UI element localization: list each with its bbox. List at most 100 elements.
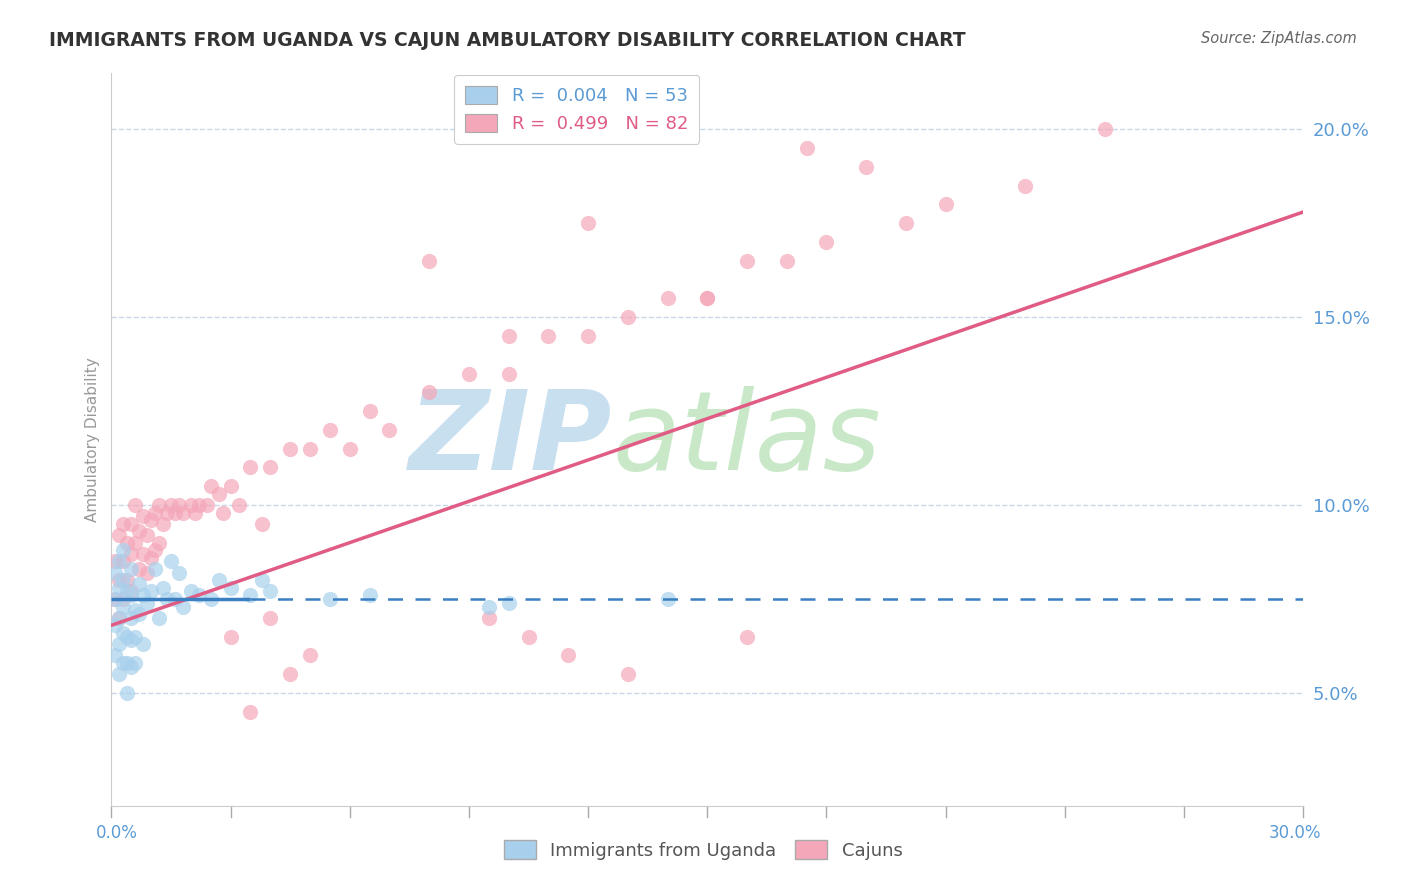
Point [239,460,262,475]
Point [478,611,501,625]
Point [935,197,957,211]
Point [128,562,150,576]
Point [117,584,139,599]
Point [124,656,146,670]
Point [148,498,170,512]
Point [478,599,501,614]
Point [139,513,162,527]
Point [112,599,135,614]
Point [735,253,758,268]
Text: IMMIGRANTS FROM UGANDA VS CAJUN AMBULATORY DISABILITY CORRELATION CHART: IMMIGRANTS FROM UGANDA VS CAJUN AMBULATO… [49,31,966,50]
Point [112,656,135,670]
Point [776,253,799,268]
Point [120,562,142,576]
Legend: R =  0.004   N = 53, R =  0.499   N = 82: R = 0.004 N = 53, R = 0.499 N = 82 [454,75,699,145]
Point [108,581,131,595]
Point [132,547,155,561]
Point [239,588,262,602]
Point [120,611,142,625]
Text: Source: ZipAtlas.com: Source: ZipAtlas.com [1201,31,1357,46]
Point [617,310,640,325]
Point [252,573,274,587]
Point [299,648,322,663]
Point [156,592,179,607]
Point [359,588,381,602]
Point [104,566,127,580]
Point [112,592,135,607]
Point [160,554,183,568]
Point [124,603,146,617]
Point [143,562,166,576]
Point [108,611,131,625]
Point [1094,122,1116,136]
Point [576,216,599,230]
Point [815,235,838,249]
Point [796,141,818,155]
Point [498,329,520,343]
Point [108,528,131,542]
Point [104,554,127,568]
Point [112,625,135,640]
Point [143,506,166,520]
Point [172,599,194,614]
Text: 30.0%: 30.0% [1270,824,1322,842]
Point [136,596,159,610]
Point [104,592,127,607]
Point [124,630,146,644]
Point [418,253,440,268]
Point [108,573,131,587]
Point [163,592,186,607]
Point [112,543,135,558]
Point [498,596,520,610]
Point [557,648,579,663]
Point [152,581,174,595]
Point [339,442,361,456]
Point [418,385,440,400]
Point [124,498,146,512]
Point [152,516,174,531]
Y-axis label: Ambulatory Disability: Ambulatory Disability [86,357,100,522]
Point [1014,178,1036,193]
Point [108,637,131,651]
Point [299,442,322,456]
Point [696,292,718,306]
Point [278,667,301,681]
Point [696,292,718,306]
Point [136,528,159,542]
Point [160,498,183,512]
Point [148,535,170,549]
Point [378,423,401,437]
Point [108,611,131,625]
Point [117,686,139,700]
Point [148,611,170,625]
Point [180,584,202,599]
Point [319,423,342,437]
Text: atlas: atlas [612,386,880,492]
Point [120,516,142,531]
Point [195,498,218,512]
Point [112,516,135,531]
Point [112,573,135,587]
Point [167,566,190,580]
Point [735,630,758,644]
Point [104,648,127,663]
Point [104,618,127,632]
Point [163,506,186,520]
Point [259,460,281,475]
Point [108,554,131,568]
Point [108,667,131,681]
Point [120,659,142,673]
Text: ZIP: ZIP [409,386,612,492]
Point [132,637,155,651]
Point [259,584,281,599]
Point [136,566,159,580]
Point [167,498,190,512]
Point [498,367,520,381]
Point [117,656,139,670]
Point [359,404,381,418]
Point [200,479,222,493]
Point [894,216,917,230]
Point [252,516,274,531]
Point [120,584,142,599]
Point [576,329,599,343]
